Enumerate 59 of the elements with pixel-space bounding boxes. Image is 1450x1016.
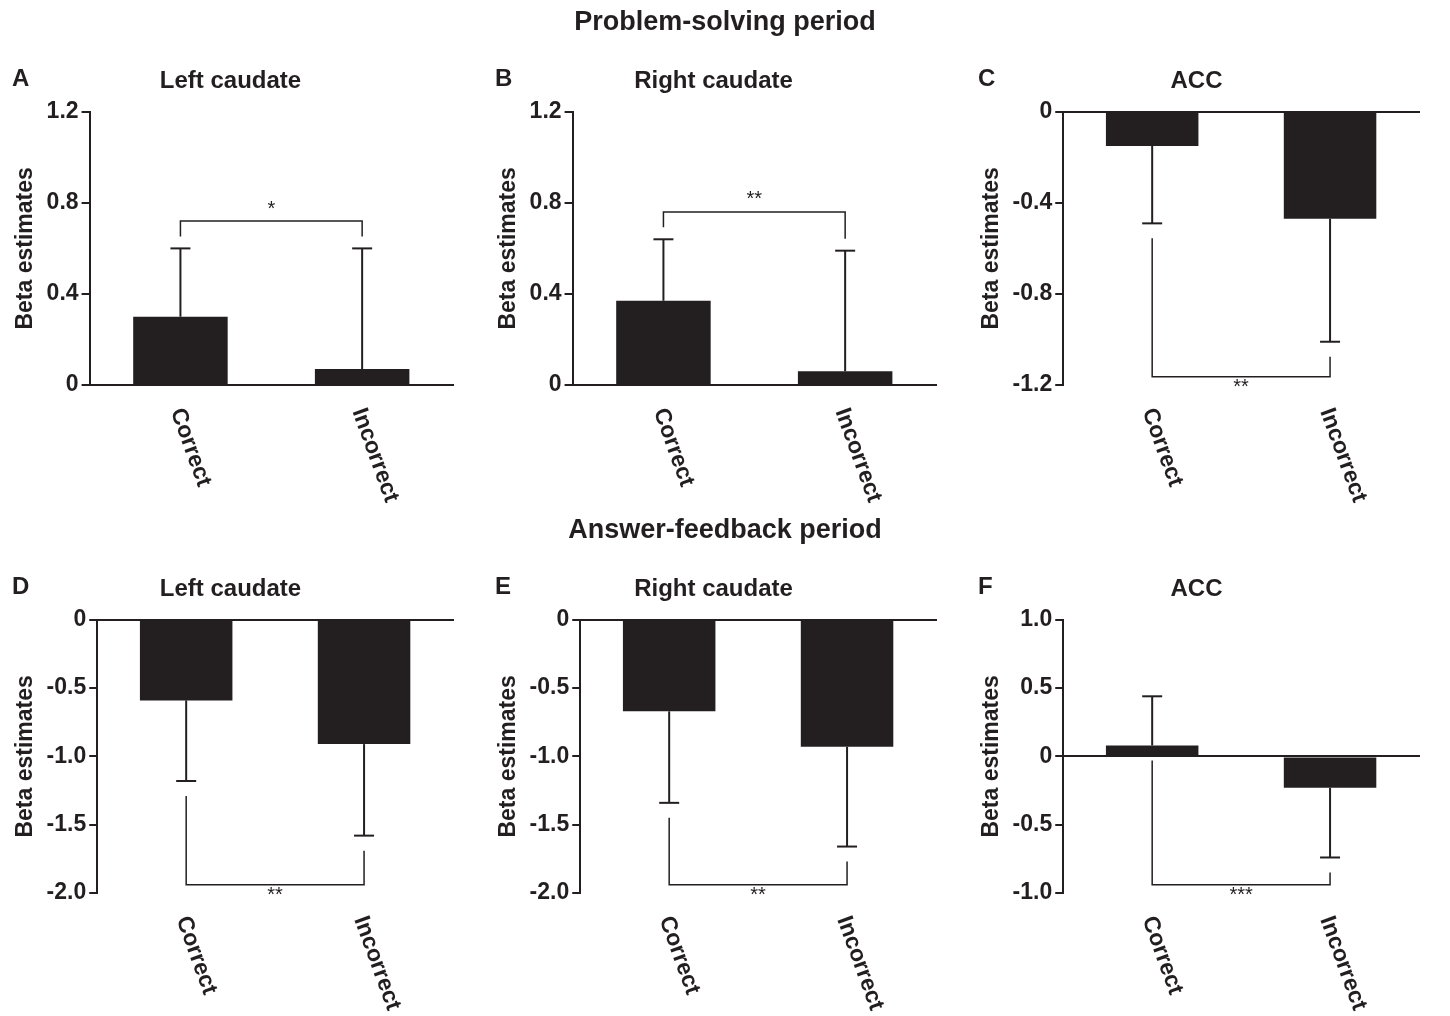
y-tick-label: 0.8 xyxy=(529,188,562,215)
chart-title: Left caudate xyxy=(159,574,302,602)
x-tick-label: Correct xyxy=(648,403,702,491)
text: B xyxy=(495,63,513,91)
x-tick-label: Correct xyxy=(1137,911,1191,999)
annotation: ** xyxy=(746,187,763,210)
y-tick-label: -0.5 xyxy=(1012,810,1053,837)
y-tick-label: 0 xyxy=(1039,741,1053,768)
x-tick-label: Correct xyxy=(654,911,708,999)
y-tick-label: -0.4 xyxy=(1012,188,1053,215)
x-tick-label: Correct xyxy=(1137,403,1191,491)
annotation: ** xyxy=(1233,375,1250,398)
y-tick-label: -1.5 xyxy=(529,810,570,837)
y-axis-title: Beta estimates xyxy=(11,167,38,330)
y-tick-label: 1.2 xyxy=(46,97,79,124)
text: Problem-solving period xyxy=(573,6,877,37)
text: D xyxy=(12,571,30,599)
y-axis-title: Beta estimates xyxy=(11,675,38,838)
y-tick-label: -1.5 xyxy=(46,810,87,837)
y-tick-label: -1.0 xyxy=(46,741,87,768)
y-tick-label: 0.4 xyxy=(529,279,562,306)
text: Answer-feedback period xyxy=(567,514,883,545)
y-tick-label: -2.0 xyxy=(529,878,570,905)
y-tick-label: 1.2 xyxy=(529,97,562,124)
chart-title: Right caudate xyxy=(634,66,793,94)
y-tick-label: 0.4 xyxy=(46,279,79,306)
annotation: *** xyxy=(1229,883,1253,906)
text: A xyxy=(12,63,30,91)
chart-title: ACC xyxy=(1170,574,1223,602)
y-axis-title: Beta estimates xyxy=(494,167,521,330)
y-tick-label: 0 xyxy=(73,605,87,632)
y-tick-label: 0 xyxy=(548,370,562,397)
y-tick-label: 0.8 xyxy=(46,188,79,215)
y-tick-label: 0.5 xyxy=(1020,673,1053,700)
y-axis-title: Beta estimates xyxy=(977,167,1004,330)
y-tick-label: -0.5 xyxy=(529,673,570,700)
text: C xyxy=(978,63,996,91)
annotation: ** xyxy=(267,883,284,906)
x-tick-label: Correct xyxy=(171,911,225,999)
x-tick-label: Correct xyxy=(165,403,219,491)
text: E xyxy=(495,571,512,599)
y-tick-label: -1.0 xyxy=(529,741,570,768)
y-tick-label: -0.8 xyxy=(1012,279,1053,306)
annotation: * xyxy=(267,196,276,219)
y-tick-label: -1.0 xyxy=(1012,878,1053,905)
text: F xyxy=(978,571,993,599)
annotation: ** xyxy=(750,883,767,906)
y-tick-label: 0 xyxy=(65,370,79,397)
chart-title: Right caudate xyxy=(634,574,793,602)
y-tick-label: -1.2 xyxy=(1012,370,1053,397)
chart-title: Left caudate xyxy=(159,66,302,94)
y-tick-label: -2.0 xyxy=(46,878,87,905)
y-tick-label: 0 xyxy=(556,605,570,632)
y-tick-label: 0 xyxy=(1039,97,1053,124)
y-tick-label: -0.5 xyxy=(46,673,87,700)
y-tick-label: 1.0 xyxy=(1020,605,1053,632)
chart-title: ACC xyxy=(1170,66,1223,94)
y-axis-title: Beta estimates xyxy=(977,675,1004,838)
y-axis-title: Beta estimates xyxy=(494,675,521,838)
